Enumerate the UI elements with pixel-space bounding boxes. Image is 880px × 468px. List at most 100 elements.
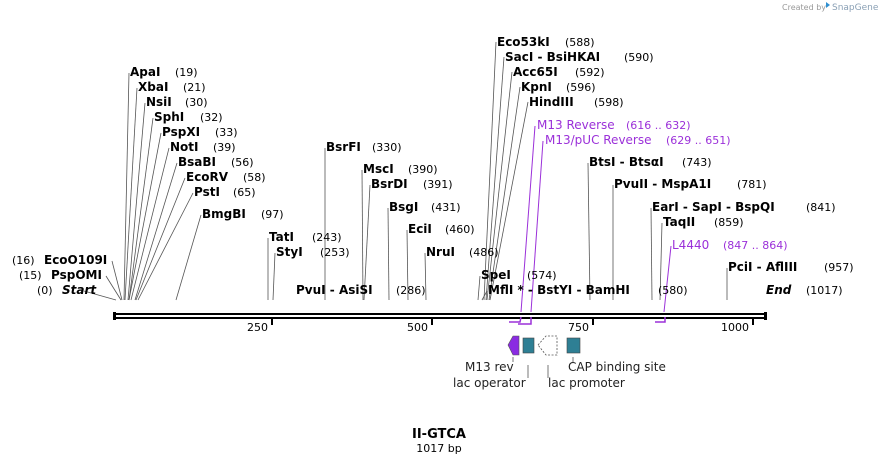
map-length: 1017 bp xyxy=(416,442,461,455)
primer-m13-reverse[interactable]: M13 Reverse xyxy=(537,118,615,132)
enzyme-bsrfi[interactable]: BsrFI xyxy=(326,140,361,154)
svg-text:(15): (15) xyxy=(19,269,42,282)
svg-text:(841): (841) xyxy=(806,201,836,214)
created-by-text: Created by xyxy=(782,3,826,12)
svg-text:(56): (56) xyxy=(231,156,254,169)
svg-text:(30): (30) xyxy=(185,96,208,109)
enzyme-tati[interactable]: TatI xyxy=(269,230,294,244)
enzyme-mfli-bstyi-bamhi[interactable]: MflI * - BstYI - BamHI xyxy=(488,283,630,297)
enzyme-pspomi[interactable]: PspOMI xyxy=(51,268,102,282)
tick-250: 250 xyxy=(247,319,273,334)
enzyme-saci-bsihkai[interactable]: SacI - BsiHKAI xyxy=(505,50,600,64)
cap-binding-site-box[interactable] xyxy=(566,337,581,354)
svg-text:(743): (743) xyxy=(682,156,712,169)
lac-operator-box[interactable] xyxy=(522,337,535,354)
svg-text:(781): (781) xyxy=(737,178,767,191)
enzyme-ecorv[interactable]: EcoRV xyxy=(186,170,229,184)
enzyme-msci[interactable]: MscI xyxy=(363,162,394,176)
tick-750: 750 xyxy=(568,319,594,334)
end-label: End xyxy=(766,283,792,297)
enzyme-xbai[interactable]: XbaI xyxy=(138,80,168,94)
m13-rev-arrow-icon[interactable] xyxy=(507,335,520,356)
enzyme-bmgbi[interactable]: BmgBI xyxy=(202,207,246,221)
enzyme-sphi[interactable]: SphI xyxy=(154,110,184,124)
enzyme-nrui[interactable]: NruI xyxy=(426,245,455,259)
svg-text:(596): (596) xyxy=(566,81,596,94)
svg-text:(598): (598) xyxy=(594,96,624,109)
enzyme-hindiii[interactable]: HindIII xyxy=(529,95,574,109)
svg-text:(460): (460) xyxy=(445,223,475,236)
svg-text:(391): (391) xyxy=(423,178,453,191)
l4440-mark xyxy=(655,317,666,323)
feature-lac-operator-label: lac operator xyxy=(453,376,526,390)
svg-text:(286): (286) xyxy=(396,284,426,297)
enzyme-bsrdi[interactable]: BsrDI xyxy=(371,177,408,191)
enzyme-pspxi[interactable]: PspXI xyxy=(162,125,200,139)
enzyme-kpni[interactable]: KpnI xyxy=(521,80,552,94)
tick-500: 500 xyxy=(407,319,433,334)
svg-text:(243): (243) xyxy=(312,231,342,244)
svg-text:(32): (32) xyxy=(200,111,223,124)
svg-text:(19): (19) xyxy=(175,66,198,79)
svg-text:(847 .. 864): (847 .. 864) xyxy=(723,239,788,252)
svg-text:(58): (58) xyxy=(243,171,266,184)
enzyme-ecoo109i[interactable]: EcoO109I xyxy=(44,253,107,267)
enzyme-bsgi[interactable]: BsgI xyxy=(389,200,418,214)
primer-l4440[interactable]: L4440 xyxy=(672,238,709,252)
enzyme-spei[interactable]: SpeI xyxy=(481,268,511,282)
svg-text:(97): (97) xyxy=(261,208,284,221)
enzyme-noti[interactable]: NotI xyxy=(170,140,199,154)
enzyme-eari-sapi-bspqi[interactable]: EarI - SapI - BspQI xyxy=(652,200,775,214)
left-labels: (16) EcoO109I (15) PspOMI (0) Start xyxy=(12,253,107,297)
feature-m13-rev-label: M13 rev xyxy=(465,360,514,374)
svg-text:(629 .. 651): (629 .. 651) xyxy=(666,134,731,147)
enzyme-btsi-btsai[interactable]: BtsI - BtsαI xyxy=(589,155,664,169)
svg-text:(65): (65) xyxy=(233,186,256,199)
svg-text:(592): (592) xyxy=(575,66,605,79)
svg-text:(330): (330) xyxy=(372,141,402,154)
svg-text:(21): (21) xyxy=(183,81,206,94)
enzyme-apai[interactable]: ApaI xyxy=(130,65,160,79)
svg-text:(859): (859) xyxy=(714,216,744,229)
enzyme-pvuii-mspa1i[interactable]: PvuII - MspA1I xyxy=(614,177,711,191)
svg-text:500: 500 xyxy=(407,321,428,334)
svg-text:(0): (0) xyxy=(37,284,53,297)
feature-lac-promoter-label: lac promoter xyxy=(548,376,625,390)
svg-text:(253): (253) xyxy=(320,246,350,259)
enzyme-acc65i[interactable]: Acc65I xyxy=(513,65,558,79)
enzyme-taqii[interactable]: TaqII xyxy=(663,215,695,229)
svg-text:(1017): (1017) xyxy=(806,284,843,297)
map-title: II-GTCA xyxy=(412,427,466,442)
primer-leaders xyxy=(520,125,672,313)
enzyme-eco53ki[interactable]: Eco53kI xyxy=(497,35,550,49)
enzyme-pvui-asisi[interactable]: PvuI - AsiSI xyxy=(296,283,373,297)
svg-text:(39): (39) xyxy=(213,141,236,154)
snapgene-logo-icon xyxy=(826,2,830,8)
snapgene-brand-text: SnapGene xyxy=(832,3,879,13)
svg-text:(590): (590) xyxy=(624,51,654,64)
primer-labels: M13 Reverse (616 .. 632) M13/pUC Reverse… xyxy=(537,118,788,252)
features: M13 rev lac operator lac promoter CAP bi… xyxy=(453,335,666,390)
enzyme-pcii-afliii[interactable]: PciI - AflIII xyxy=(728,260,797,274)
enzyme-styi[interactable]: StyI xyxy=(276,245,303,259)
sequence-backbone xyxy=(113,312,767,320)
leader-lines xyxy=(83,41,728,301)
svg-text:(486): (486) xyxy=(469,246,499,259)
enzyme-ecii[interactable]: EciI xyxy=(408,222,432,236)
svg-text:(588): (588) xyxy=(565,36,595,49)
enzyme-nsii[interactable]: NsiI xyxy=(146,95,172,109)
svg-text:750: 750 xyxy=(568,321,589,334)
snapgene-logo: SnapGene xyxy=(826,2,879,13)
lac-promoter-arrow-icon[interactable] xyxy=(537,335,558,356)
svg-text:(957): (957) xyxy=(824,261,854,274)
enzyme-bsabi[interactable]: BsaBI xyxy=(178,155,216,169)
start-label: Start xyxy=(62,283,97,297)
svg-text:(33): (33) xyxy=(215,126,238,139)
svg-text:(580): (580) xyxy=(658,284,688,297)
primer-m13-puc-reverse[interactable]: M13/pUC Reverse xyxy=(545,133,652,147)
tick-1000: 1000 xyxy=(721,319,754,334)
svg-text:(390): (390) xyxy=(408,163,438,176)
svg-text:250: 250 xyxy=(247,321,268,334)
enzyme-psti[interactable]: PstI xyxy=(194,185,220,199)
